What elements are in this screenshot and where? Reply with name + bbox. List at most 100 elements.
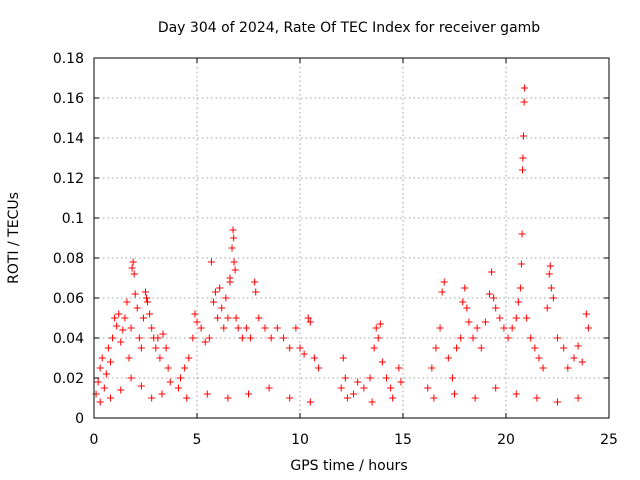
data-point	[547, 284, 555, 292]
data-point	[451, 390, 458, 398]
data-point	[376, 320, 384, 328]
y-axis-label: ROTI / TECUs	[6, 192, 22, 284]
data-point	[444, 354, 452, 362]
data-point	[142, 288, 149, 296]
data-point	[514, 298, 522, 306]
data-point	[543, 304, 551, 312]
data-point	[296, 344, 304, 352]
data-point	[448, 374, 456, 382]
data-point	[473, 324, 481, 332]
grid-lines	[94, 58, 609, 418]
data-point	[350, 390, 358, 398]
data-point	[564, 364, 572, 372]
data-point	[125, 354, 133, 362]
data-point	[461, 284, 469, 292]
x-tick-label: 0	[90, 432, 99, 448]
data-point	[129, 258, 137, 266]
x-tick-label: 15	[394, 432, 412, 448]
data-point	[286, 394, 294, 402]
data-point	[582, 310, 590, 318]
data-point	[535, 354, 543, 362]
data-point	[185, 354, 193, 362]
data-point	[504, 334, 512, 342]
data-point	[115, 310, 123, 318]
axis-ticks	[93, 57, 610, 419]
data-point	[496, 314, 504, 322]
data-point	[197, 324, 205, 332]
data-point	[508, 324, 516, 332]
data-point	[143, 294, 151, 302]
data-point	[370, 344, 378, 352]
data-point	[463, 304, 471, 312]
data-point	[265, 384, 273, 392]
data-point	[133, 304, 141, 312]
data-point	[255, 314, 263, 322]
data-point	[94, 378, 102, 386]
chart-title: Day 304 of 2024, Rate Of TEC Index for r…	[158, 20, 540, 36]
data-point	[224, 314, 232, 322]
data-point	[96, 398, 104, 406]
data-point	[102, 370, 110, 378]
data-point	[578, 358, 586, 366]
data-point	[216, 284, 224, 292]
data-point	[523, 314, 531, 322]
y-tick-label: 0.14	[53, 131, 84, 147]
data-point	[549, 294, 557, 302]
data-point	[531, 344, 539, 352]
data-point	[286, 344, 294, 352]
data-point	[397, 378, 405, 386]
data-point	[152, 344, 160, 352]
data-point	[127, 374, 135, 382]
data-point	[162, 344, 170, 352]
data-point	[121, 314, 129, 322]
data-point	[232, 314, 240, 322]
y-tick-label: 0.1	[62, 211, 84, 227]
data-point	[106, 394, 114, 402]
data-point	[387, 384, 395, 392]
data-point	[440, 278, 448, 286]
data-point	[191, 310, 199, 318]
data-point	[222, 294, 230, 302]
data-point	[546, 262, 554, 270]
x-axis-tick-labels: 0 5 10 15 20 25	[90, 432, 618, 448]
data-point	[430, 394, 438, 402]
data-point	[490, 294, 498, 302]
data-point	[137, 382, 145, 390]
data-point	[137, 344, 145, 352]
y-axis-tick-labels: 0 0.02 0.04 0.06 0.08 0.1 0.12 0.14 0.16 0.18	[53, 51, 84, 427]
data-point	[229, 226, 237, 234]
data-point	[98, 354, 106, 362]
data-point	[154, 334, 162, 342]
data-point	[123, 298, 131, 306]
data-point	[203, 390, 211, 398]
data-point	[193, 318, 201, 326]
y-tick-label: 0.12	[53, 171, 84, 187]
data-point	[481, 318, 489, 326]
data-point	[520, 132, 528, 140]
data-point	[226, 274, 234, 282]
data-point	[117, 338, 125, 346]
data-point	[181, 364, 189, 372]
data-point	[471, 394, 479, 402]
y-tick-label: 0.16	[53, 91, 84, 107]
data-point	[574, 342, 582, 350]
data-point	[520, 98, 528, 106]
data-point	[453, 344, 461, 352]
data-point	[457, 334, 465, 342]
data-point	[383, 374, 391, 382]
data-point	[337, 384, 345, 392]
data-point	[205, 334, 213, 342]
data-point	[230, 234, 238, 242]
data-point	[469, 334, 477, 342]
data-point	[144, 298, 152, 306]
data-point	[252, 288, 260, 296]
y-tick-label: 0.06	[53, 291, 84, 307]
data-point	[177, 374, 185, 382]
data-point	[465, 318, 473, 326]
data-point	[183, 394, 191, 402]
data-point	[488, 268, 496, 276]
data-point	[212, 288, 220, 296]
data-point	[96, 364, 104, 372]
data-point	[438, 288, 446, 296]
x-tick-label: 5	[193, 432, 202, 448]
